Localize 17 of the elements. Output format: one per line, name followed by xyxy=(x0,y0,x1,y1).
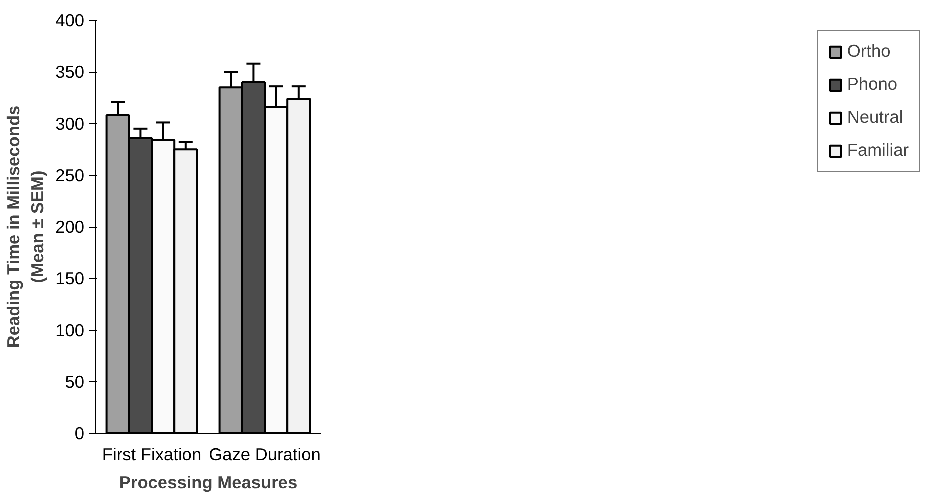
y-tick-label: 350 xyxy=(56,62,85,82)
x-tick-label: Gaze Duration xyxy=(209,444,321,464)
y-tick-label: 400 xyxy=(56,10,85,30)
x-axis-title: Processing Measures xyxy=(119,472,298,492)
legend-label: Neutral xyxy=(847,107,904,128)
y-tick-label: 250 xyxy=(56,165,85,186)
y-tick-label: 150 xyxy=(56,268,85,289)
y-tick-label: 200 xyxy=(56,217,85,237)
legend-label: Ortho xyxy=(847,41,891,62)
legend-label: Familiar xyxy=(847,140,909,161)
y-tick-label: 50 xyxy=(65,372,85,392)
x-tick-label: First Fixation xyxy=(102,444,202,464)
y-tick-label: 0 xyxy=(74,424,85,444)
y-axis-title: Reading Time in Milliseconds (Mean ± SEM) xyxy=(4,106,48,348)
y-tick-label: 100 xyxy=(56,320,85,340)
legend-label: Phono xyxy=(847,74,898,95)
y-tick-label: 300 xyxy=(56,114,85,134)
